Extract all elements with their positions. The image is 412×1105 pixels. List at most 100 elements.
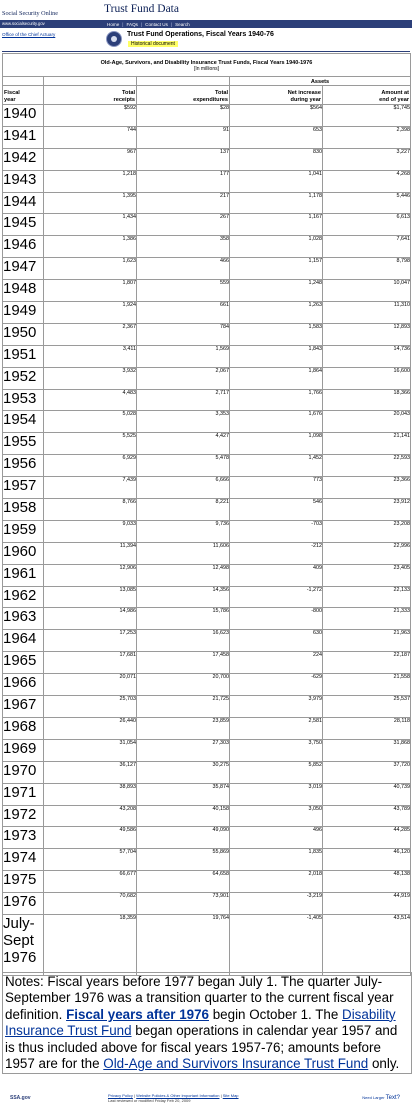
year-cell: 1954: [2, 410, 44, 434]
expenditures-cell: 30,275: [136, 760, 230, 784]
expenditures-cell: 27,303: [136, 738, 230, 762]
net-increase-cell: 653: [229, 125, 323, 149]
receipts-cell: 1,807: [43, 279, 137, 303]
year-cell: 1958: [2, 498, 44, 521]
table-row: 1961 12,906 12,498 409 23,405: [2, 563, 411, 587]
receipts-cell: 3,411: [43, 344, 137, 368]
fiscal-years-after-1976-link[interactable]: Fiscal years after 1976: [66, 1006, 209, 1022]
site-url[interactable]: www.socialsecurity.gov: [2, 21, 45, 26]
amount-cell: 22,996: [322, 541, 411, 565]
amount-cell: 5,446: [322, 191, 411, 215]
net-increase-cell: -1,272: [229, 585, 323, 609]
expenditures-cell: 137: [136, 147, 230, 171]
table-row: 1965 17,681 17,458 224 22,187: [2, 651, 411, 675]
col-header-receipts: Total receipts: [43, 85, 137, 105]
net-increase-cell: -703: [229, 519, 323, 543]
expenditures-cell: 73,901: [136, 892, 230, 915]
table-row: 1952 3,932 2,067 1,864 16,600: [2, 366, 411, 390]
amount-cell: 25,537: [322, 695, 411, 718]
table-row: 1958 8,766 8,221 546 23,912: [2, 498, 411, 521]
receipts-cell: 14,986: [43, 607, 137, 631]
net-increase-cell: 496: [229, 826, 323, 850]
receipts-cell: 1,395: [43, 191, 137, 215]
amount-cell: 21,963: [322, 629, 411, 653]
table-row: 1947 1,623 466 1,157 8,798: [2, 257, 411, 281]
expenditures-cell: $28: [136, 104, 230, 127]
historical-badge: Historical document: [128, 40, 178, 47]
nav-faqs[interactable]: FAQs: [126, 21, 138, 27]
expenditures-cell: 661: [136, 301, 230, 324]
assets-group-header: Assets: [229, 76, 411, 86]
year-cell: 1951: [2, 344, 44, 368]
trust-fund-table: Old-Age, Survivors, and Disability Insur…: [2, 53, 411, 976]
year-cell: 1955: [2, 432, 44, 456]
receipts-cell: 17,681: [43, 651, 137, 675]
year-cell: 1969: [2, 738, 44, 762]
table-row: 1963 14,986 15,786 -800 21,333: [2, 607, 411, 631]
expenditures-cell: 11,606: [136, 541, 230, 565]
receipts-cell: 1,623: [43, 257, 137, 281]
receipts-cell: $592: [43, 104, 137, 127]
receipts-cell: 70,682: [43, 892, 137, 915]
net-increase-cell: 1,452: [229, 454, 323, 478]
page-footer: SSA.gov Privacy Policy | Website Policie…: [0, 1093, 412, 1105]
disability-insurance-trust-fund-link[interactable]: Disability Insurance Trust Fund: [5, 1006, 396, 1039]
table-row: 1960 11,394 11,606 -212 22,996: [2, 541, 411, 565]
net-increase-cell: 3,050: [229, 804, 323, 828]
receipts-cell: 5,028: [43, 410, 137, 434]
office-of-chief-actuary-link[interactable]: Office of the Chief Actuary: [2, 32, 56, 37]
table-row: 1941 744 91 653 2,398: [2, 125, 411, 149]
nav-search[interactable]: Search: [175, 21, 190, 27]
year-cell: 1976: [2, 892, 44, 915]
amount-cell: 16,600: [322, 366, 411, 390]
notes-section: Notes: Fiscal years before 1977 began Ju…: [2, 972, 412, 1075]
site-map-link[interactable]: Site Map: [222, 1093, 239, 1098]
year-cell: July- Sept 1976: [2, 913, 44, 976]
nav-home[interactable]: Home: [107, 21, 120, 27]
amount-cell: $1,745: [322, 104, 411, 127]
ssa-logo[interactable]: Social Security Online: [2, 10, 59, 17]
receipts-cell: 744: [43, 125, 137, 149]
oasi-trust-fund-link[interactable]: Old-Age and Survivors Insurance Trust Fu…: [103, 1056, 369, 1072]
expenditures-cell: 64,658: [136, 870, 230, 894]
table-row: 1955 5,525 4,427 1,098 21,141: [2, 432, 411, 456]
blank-header-cell: [136, 76, 230, 86]
expenditures-cell: 784: [136, 322, 230, 346]
net-increase-cell: 1,263: [229, 301, 323, 324]
receipts-cell: 66,677: [43, 870, 137, 894]
expenditures-cell: 2,717: [136, 388, 230, 412]
nav-separator: |: [122, 21, 124, 27]
ssa-gov-logo[interactable]: SSA.gov: [10, 1095, 31, 1101]
year-cell: 1943: [2, 169, 44, 193]
table-row: 1972 43,208 40,158 3,050 43,789: [2, 804, 411, 828]
website-policies-link[interactable]: Website Policies & Other Important Infor…: [136, 1093, 220, 1098]
receipts-cell: 6,929: [43, 454, 137, 478]
receipts-cell: 31,054: [43, 738, 137, 762]
receipts-cell: 9,033: [43, 519, 137, 543]
larger-text-link[interactable]: Need Larger Text?: [362, 1095, 400, 1101]
year-cell: 1959: [2, 519, 44, 543]
year-cell: 1950: [2, 322, 44, 346]
privacy-policy-link[interactable]: Privacy Policy: [108, 1093, 133, 1098]
table-row: 1967 25,703 21,725 3,979 25,537: [2, 695, 411, 718]
table-row: 1948 1,807 559 1,248 10,047: [2, 279, 411, 303]
receipts-cell: 49,586: [43, 826, 137, 850]
expenditures-cell: 358: [136, 235, 230, 259]
receipts-cell: 38,893: [43, 782, 137, 806]
year-cell: 1956: [2, 454, 44, 478]
amount-cell: 43,789: [322, 804, 411, 828]
receipts-cell: 17,253: [43, 629, 137, 653]
receipts-cell: 1,434: [43, 213, 137, 237]
year-cell: 1965: [2, 651, 44, 675]
net-increase-cell: 1,098: [229, 432, 323, 456]
net-increase-cell: 630: [229, 629, 323, 653]
net-increase-cell: 2,018: [229, 870, 323, 894]
banner-title: Trust Fund Data: [104, 3, 179, 15]
table-row: 1968 26,440 23,859 2,581 28,118: [2, 716, 411, 740]
receipts-cell: 18,359: [43, 913, 137, 976]
nav-contact[interactable]: Contact Us: [145, 21, 168, 27]
table-row: 1940 $592 $28 $564 $1,745: [2, 104, 411, 127]
expenditures-cell: 1,569: [136, 344, 230, 368]
expenditures-cell: 15,786: [136, 607, 230, 631]
expenditures-cell: 49,090: [136, 826, 230, 850]
